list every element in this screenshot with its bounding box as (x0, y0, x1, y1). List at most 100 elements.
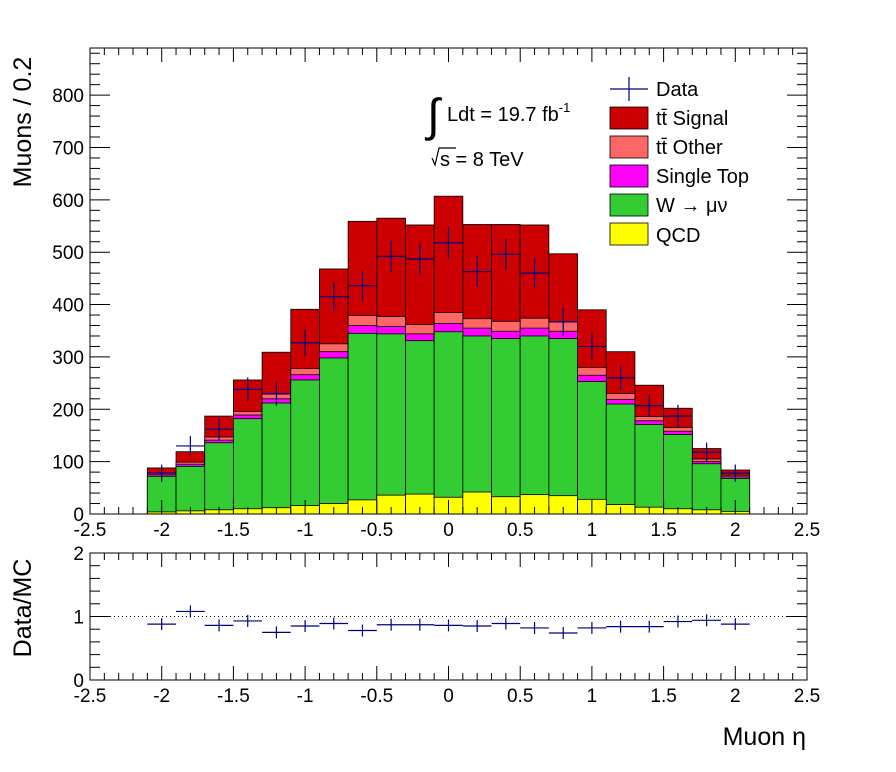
ratio-point (147, 618, 177, 631)
legend-label-ttbar-signal: tt̄ Signal (656, 108, 728, 130)
ratio-point (634, 620, 664, 633)
y-tick-label: 400 (52, 296, 84, 317)
integral-symbol: ∫ (424, 89, 442, 141)
y-tick-label: 0 (73, 505, 84, 526)
legend-label-qcd: QCD (656, 225, 700, 247)
main-x-axis: -2.5 -2 -1.5 -1 -0.5 0 0.5 1 1.5 2 2.5 (74, 48, 820, 541)
bar-w (605, 403, 636, 515)
y-tick-label: 100 (52, 453, 84, 474)
data-point (434, 226, 463, 259)
y-tick-label: 200 (52, 400, 84, 421)
bar-w (548, 338, 578, 515)
bar-w (433, 331, 464, 515)
x-tick-label: 1 (587, 686, 598, 707)
data-point (634, 394, 664, 418)
bar-w (491, 338, 521, 515)
ratio-point (548, 627, 578, 640)
ratio-point (176, 605, 205, 618)
data-point (233, 377, 263, 402)
ratio-point (692, 614, 721, 627)
legend: Data tt̄ Signal tt̄ Other Single Top W →… (609, 77, 749, 247)
data-point (663, 404, 693, 428)
x-tick-label: 0.5 (507, 686, 533, 707)
x-tick-label: -2.5 (74, 686, 107, 707)
ratio-point (462, 620, 492, 633)
ratio-point (491, 617, 521, 630)
data-point (348, 270, 377, 301)
y-tick-label: 500 (52, 243, 84, 264)
ratio-y-tick-label: 1 (73, 608, 84, 629)
data-point (405, 243, 435, 275)
x-tick-label: 2 (730, 520, 741, 541)
ratio-point (520, 621, 549, 634)
ratio-point (319, 617, 349, 630)
ratio-plot: -2.5 -2 -1.5 -1 -0.5 0 0.5 1 1.5 2 2.5 0 1 2 Data/MC… (9, 544, 820, 751)
ratio-x-axis: -2.5 -2 -1.5 -1 -0.5 0 0.5 1 1.5 2 2.5 (74, 553, 820, 707)
x-tick-label: 1 (587, 520, 598, 541)
bar-w (691, 463, 722, 515)
ratio-point (290, 620, 320, 633)
legend-entry-single-top: Single Top (609, 164, 749, 188)
y-tick-label: 300 (52, 348, 84, 369)
legend-label-single-top: Single Top (656, 166, 749, 188)
legend-label-data: Data (656, 79, 699, 101)
bar-w (290, 379, 320, 515)
main-y-axis: 0 100 200 300 400 500 600 700 800 (52, 52, 807, 526)
bar-w (519, 335, 550, 515)
sqrt-symbol (431, 147, 456, 167)
x-tick-label: 2 (730, 686, 741, 707)
legend-entry-data: Data (610, 77, 699, 101)
ratio-y-tick-label: 2 (73, 544, 84, 565)
data-point (548, 307, 578, 336)
y-tick-label: 700 (52, 138, 84, 159)
x-tick-label: 0.5 (507, 520, 533, 541)
ratio-point (720, 618, 750, 631)
bar-w (232, 418, 263, 515)
bar-w (462, 335, 492, 515)
x-tick-label: -1.5 (217, 520, 250, 541)
bar-w (577, 381, 607, 515)
y-tick-label: 800 (52, 86, 84, 107)
bar-w (204, 442, 234, 515)
x-axis-label: Muon η (723, 723, 806, 751)
x-tick-label: 0 (443, 686, 454, 707)
x-tick-label: -2 (153, 686, 170, 707)
bar-w (319, 357, 349, 515)
bar-w (634, 424, 664, 515)
energy-annotation: s = 8 TeV (431, 147, 524, 171)
bar-w (261, 402, 292, 515)
luminosity-label: Ldt = 19.7 fb-1 (447, 100, 570, 126)
legend-label-ttbar-other: tt̄ Other (656, 137, 723, 159)
ratio-y-axis-label: Data/MC (9, 559, 37, 658)
x-tick-label: -1 (297, 686, 314, 707)
bar-w (347, 332, 378, 515)
data-point (692, 442, 721, 462)
ratio-point (606, 620, 635, 633)
ratio-point (204, 619, 234, 632)
main-plot: -2.5 -2 -1.5 -1 -0.5 0 0.5 1 1.5 2 2.5 0 100 200 300 4… (9, 47, 820, 541)
ratio-y-axis: 0 1 2 (73, 544, 807, 692)
x-tick-label: 0 (443, 520, 454, 541)
bar-w (175, 465, 206, 515)
data-point (290, 329, 320, 357)
x-tick-label: -2 (153, 520, 170, 541)
data-point (204, 418, 234, 440)
legend-entry-ttbar-other: tt̄ Other (609, 135, 723, 159)
x-tick-label: -2.5 (74, 520, 107, 541)
x-tick-label: -0.5 (360, 686, 393, 707)
ratio-point (663, 615, 693, 628)
y-tick-label: 600 (52, 191, 84, 212)
data-point (491, 238, 521, 270)
data-point (520, 257, 549, 289)
bar-w (376, 333, 406, 515)
luminosity-annotation: ∫ Ldt = 19.7 fb-1 (424, 89, 570, 141)
legend-entry-w-munu: W → μν (609, 193, 728, 217)
legend-entry-ttbar-signal: tt̄ Signal (609, 106, 728, 130)
ratio-point (376, 618, 406, 631)
data-points (147, 226, 750, 482)
ratio-point (434, 619, 463, 632)
ratio-point (348, 624, 377, 637)
data-point (606, 365, 635, 391)
x-tick-label: -1 (297, 520, 314, 541)
